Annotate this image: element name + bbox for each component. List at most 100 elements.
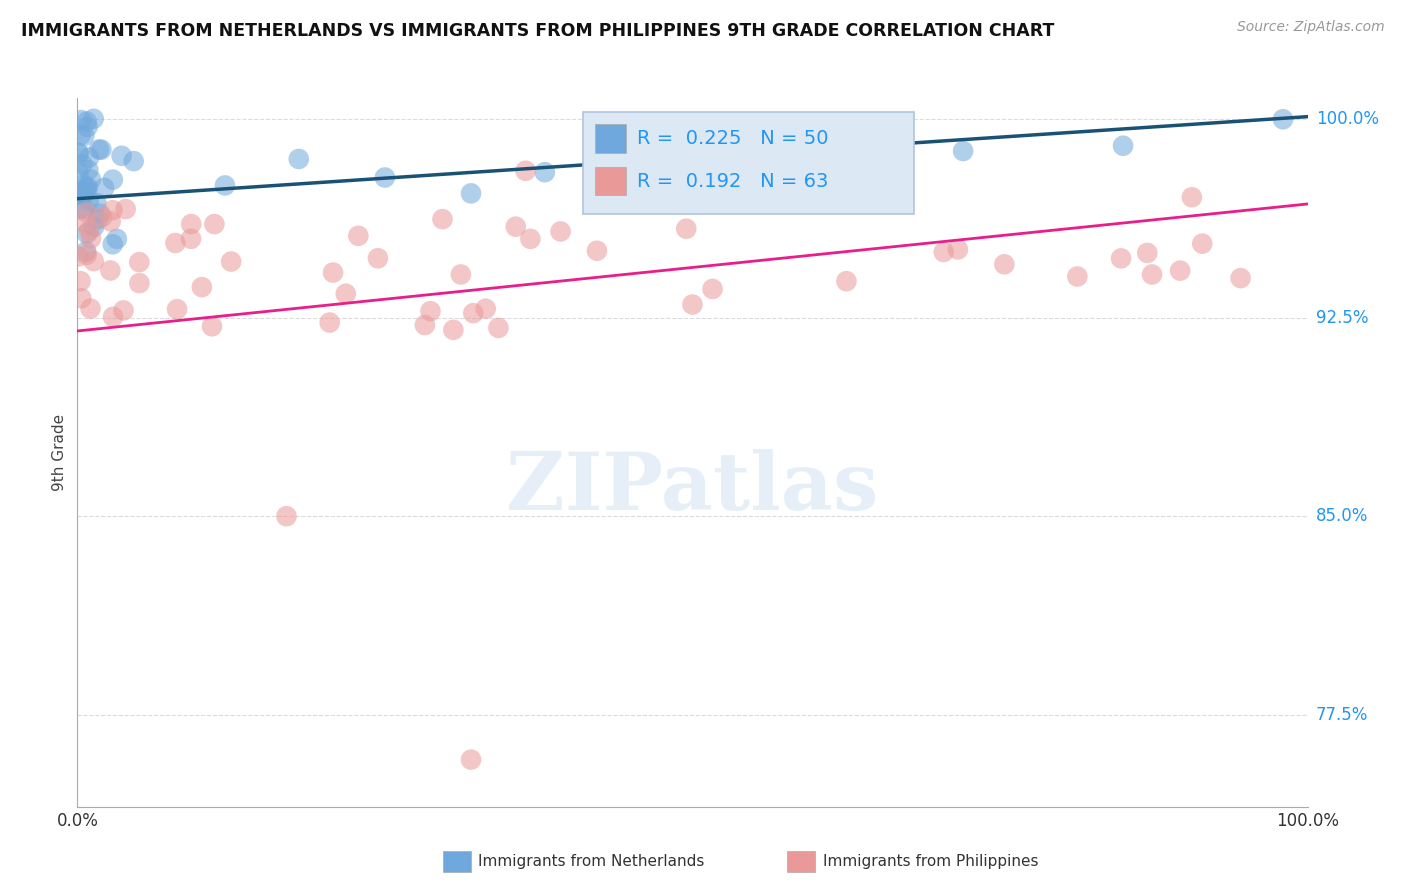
Point bbox=[367, 252, 389, 266]
Point bbox=[76, 227, 98, 241]
Point bbox=[488, 321, 510, 335]
Point bbox=[505, 219, 527, 234]
Point bbox=[697, 177, 720, 191]
Point bbox=[1112, 138, 1135, 153]
Point bbox=[474, 301, 496, 316]
Point bbox=[419, 304, 441, 318]
Point bbox=[515, 163, 537, 178]
Point bbox=[76, 179, 98, 194]
Point bbox=[413, 318, 436, 332]
Point bbox=[73, 186, 96, 201]
Point bbox=[952, 144, 974, 158]
Point bbox=[69, 202, 91, 216]
Point bbox=[322, 266, 344, 280]
Point bbox=[80, 172, 103, 186]
Point bbox=[204, 217, 226, 231]
Point bbox=[460, 186, 482, 201]
Point bbox=[682, 297, 704, 311]
Point bbox=[110, 149, 132, 163]
Point bbox=[166, 302, 188, 317]
Point bbox=[93, 181, 115, 195]
Point bbox=[830, 165, 852, 179]
Point bbox=[70, 187, 93, 202]
Point bbox=[534, 165, 557, 179]
Point bbox=[77, 194, 100, 208]
Point bbox=[932, 245, 955, 260]
Text: Immigrants from Philippines: Immigrants from Philippines bbox=[823, 855, 1038, 869]
Point bbox=[80, 231, 103, 245]
Point bbox=[69, 274, 91, 288]
Point bbox=[75, 182, 97, 196]
Point bbox=[98, 263, 121, 277]
Point bbox=[191, 280, 214, 294]
Point bbox=[128, 276, 150, 290]
Point bbox=[128, 255, 150, 269]
Point bbox=[87, 143, 110, 157]
Text: 92.5%: 92.5% bbox=[1316, 309, 1368, 326]
Point bbox=[276, 509, 298, 524]
Point bbox=[1136, 246, 1159, 260]
Point bbox=[347, 228, 370, 243]
Point bbox=[87, 212, 110, 227]
Point bbox=[77, 151, 100, 165]
Point bbox=[75, 216, 97, 230]
Point bbox=[114, 202, 136, 216]
Point bbox=[83, 112, 105, 126]
Point bbox=[67, 145, 90, 160]
Point bbox=[946, 243, 969, 257]
Point bbox=[993, 257, 1015, 271]
Point bbox=[335, 286, 357, 301]
Point bbox=[73, 128, 96, 143]
Point bbox=[101, 310, 124, 324]
Point bbox=[657, 186, 679, 201]
Text: R =  0.225   N = 50: R = 0.225 N = 50 bbox=[637, 128, 828, 148]
Point bbox=[79, 301, 101, 316]
Text: 77.5%: 77.5% bbox=[1316, 706, 1368, 723]
Point bbox=[450, 268, 472, 282]
Point bbox=[1229, 271, 1251, 285]
Point bbox=[742, 152, 765, 166]
Point bbox=[1109, 252, 1132, 266]
Point bbox=[1066, 269, 1088, 284]
Point bbox=[76, 181, 98, 195]
Point bbox=[76, 114, 98, 128]
Point bbox=[76, 248, 98, 262]
Point bbox=[70, 187, 93, 202]
Point bbox=[84, 196, 107, 211]
Point bbox=[89, 206, 111, 220]
Point bbox=[67, 147, 90, 161]
Point bbox=[73, 202, 96, 216]
Point bbox=[835, 274, 858, 288]
Text: ZIPatlas: ZIPatlas bbox=[506, 450, 879, 527]
Point bbox=[70, 291, 93, 305]
Point bbox=[620, 178, 643, 193]
Point bbox=[1272, 112, 1295, 127]
Y-axis label: 9th Grade: 9th Grade bbox=[52, 414, 67, 491]
Point bbox=[180, 217, 202, 231]
Point bbox=[67, 166, 90, 180]
Point bbox=[67, 186, 90, 200]
Point bbox=[219, 254, 242, 268]
Point bbox=[77, 224, 100, 238]
Text: IMMIGRANTS FROM NETHERLANDS VS IMMIGRANTS FROM PHILIPPINES 9TH GRADE CORRELATION: IMMIGRANTS FROM NETHERLANDS VS IMMIGRANT… bbox=[21, 22, 1054, 40]
Point bbox=[101, 203, 124, 218]
Point bbox=[550, 225, 572, 239]
Point bbox=[101, 172, 124, 186]
Point bbox=[1168, 263, 1191, 277]
Point bbox=[463, 306, 485, 320]
Point bbox=[112, 303, 135, 318]
Point bbox=[122, 154, 145, 169]
Point bbox=[1181, 190, 1204, 204]
Point bbox=[702, 282, 724, 296]
Point bbox=[432, 212, 454, 227]
Text: R =  0.192   N = 63: R = 0.192 N = 63 bbox=[637, 171, 828, 191]
Point bbox=[214, 178, 236, 193]
Point bbox=[1191, 236, 1213, 251]
Point bbox=[67, 250, 90, 264]
Point bbox=[70, 113, 93, 128]
Point bbox=[441, 323, 464, 337]
Point bbox=[91, 210, 114, 224]
Point bbox=[69, 128, 91, 142]
Point bbox=[675, 221, 697, 235]
Point bbox=[288, 152, 311, 166]
